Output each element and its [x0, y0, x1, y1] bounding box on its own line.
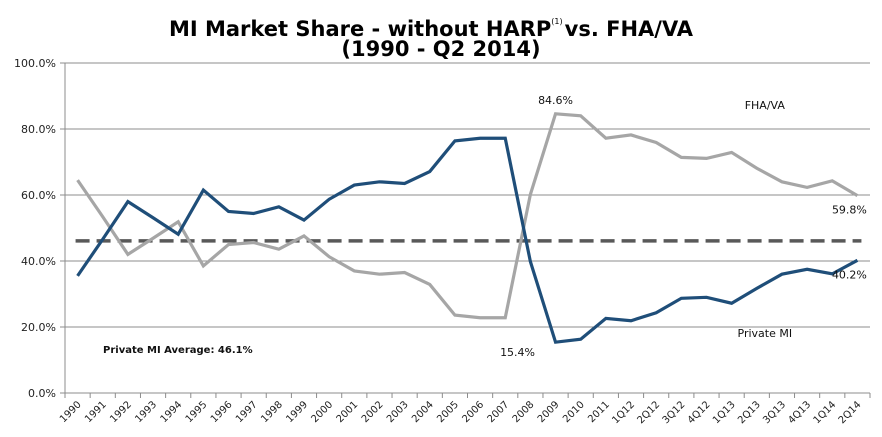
chart-title-main: MI Market Share - without HARP — [168, 17, 552, 41]
x-tick-label: 1990 — [58, 399, 84, 425]
title-footnote-marker: (1) — [551, 17, 563, 26]
y-tick-label: 0.0% — [28, 387, 56, 400]
x-tick-label: 1993 — [133, 399, 159, 425]
x-tick-label: 2009 — [536, 399, 562, 425]
chart-title-suffix: vs. FHA/VA — [564, 17, 694, 41]
x-tick-label: 1Q14 — [812, 399, 839, 426]
series-lines — [76, 112, 859, 344]
x-tick-label: 1996 — [209, 399, 235, 425]
y-tick-label: 20.0% — [21, 321, 56, 334]
x-tick-label: 1Q13 — [711, 399, 738, 426]
x-tick-label: 2004 — [410, 399, 436, 425]
x-tick-label: 2Q14 — [837, 399, 864, 426]
x-tick-label: 4Q13 — [786, 399, 813, 426]
x-tick-label: 2Q12 — [635, 399, 662, 426]
x-tick-label: 3Q13 — [761, 399, 788, 426]
x-tick-label: 1995 — [184, 399, 210, 425]
x-tick-label: 2000 — [309, 399, 335, 425]
x-tick-label: 1998 — [259, 399, 285, 425]
x-tick-label: 2002 — [360, 399, 386, 425]
x-tick-label: 1999 — [284, 399, 310, 425]
x-tick-label: 1994 — [159, 399, 185, 425]
data-label: 84.6% — [538, 94, 573, 107]
x-tick-label: 3Q12 — [661, 399, 688, 426]
axes — [60, 62, 871, 398]
x-tick-label: 2003 — [385, 399, 411, 425]
x-tick-label: 2Q13 — [736, 399, 763, 426]
average-line-group: Private MI Average: 46.1% — [75, 239, 862, 356]
x-tick-label: 2006 — [460, 399, 486, 425]
chart-title-line1: MI Market Share - without HARP(1)vs. FHA… — [0, 9, 872, 42]
x-tick-label: 2011 — [586, 399, 612, 425]
series-line-fha-va — [76, 112, 859, 320]
x-axis-tick-labels: 1990 1991 1992 1993 1994 1995 1996 1997 1998 1999… — [58, 399, 864, 426]
y-tick-label: 80.0% — [21, 123, 56, 136]
series-label: Private MI — [738, 327, 793, 340]
data-label: 15.4% — [500, 346, 535, 359]
x-tick-label: 1992 — [108, 399, 134, 425]
x-tick-label: 2010 — [561, 399, 587, 425]
x-tick-label: 2005 — [435, 399, 461, 425]
y-tick-label: 60.0% — [21, 189, 56, 202]
x-tick-label: 1997 — [234, 399, 260, 425]
x-tick-label: 4Q12 — [686, 399, 713, 426]
annotations: 84.6% 15.4% 59.8% 40.2% FHA/VA Private MI — [500, 94, 867, 359]
y-tick-label: 100.0% — [14, 57, 56, 70]
y-tick-label: 40.0% — [21, 255, 56, 268]
x-tick-label: 2008 — [511, 399, 537, 425]
chart-title-line2: (1990 - Q2 2014) — [341, 37, 541, 61]
series-label: FHA/VA — [745, 99, 786, 112]
x-tick-label: 1Q12 — [610, 399, 637, 426]
data-label: 59.8% — [832, 204, 867, 217]
y-axis-tick-labels: 0.0% 20.0% 40.0% 60.0% 80.0% 100.0% — [14, 57, 56, 400]
data-label: 40.2% — [832, 268, 867, 281]
x-tick-label: 2007 — [486, 399, 512, 425]
x-tick-label: 2001 — [335, 399, 361, 425]
gridlines — [65, 62, 870, 328]
x-tick-label: 1991 — [83, 399, 109, 425]
series-line-private-mi — [76, 136, 859, 344]
average-label: Private MI Average: 46.1% — [103, 345, 253, 356]
